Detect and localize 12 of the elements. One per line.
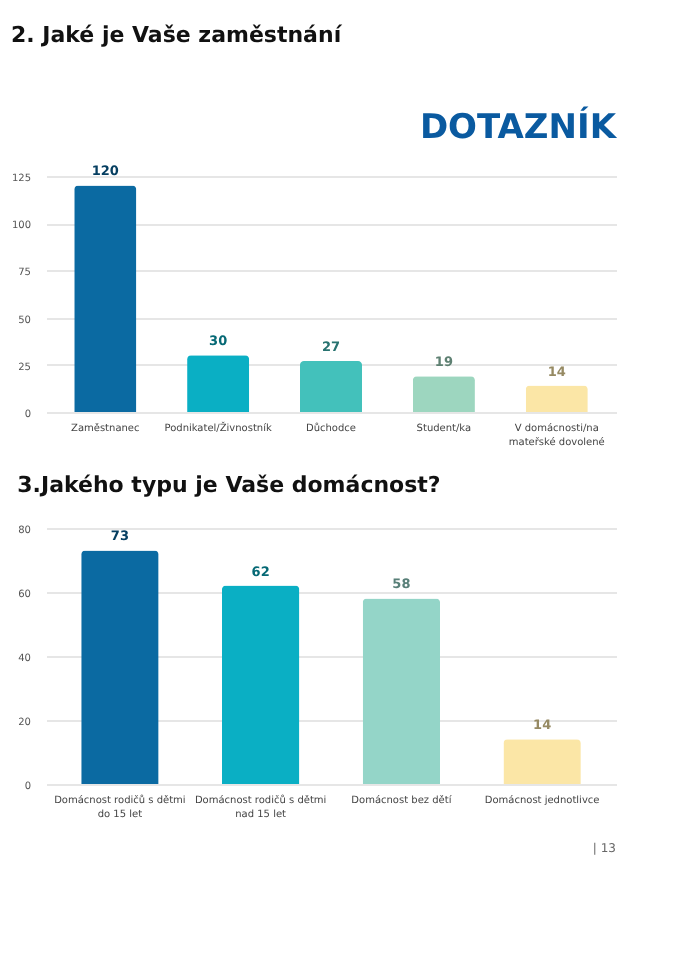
bar (525, 385, 588, 412)
text: DOTAZNÍK (419, 106, 618, 148)
bar (503, 739, 581, 784)
bar (221, 585, 300, 784)
bar (187, 355, 250, 412)
bar (81, 550, 159, 784)
chart-title: 2. Jaké je Vaše zaměstnání (10, 22, 344, 48)
bar (74, 185, 137, 412)
bar (412, 376, 475, 412)
bar (362, 598, 441, 784)
chart-title: 3.Jakého typu je Vaše domácnost? (17, 472, 441, 498)
bar (299, 361, 363, 412)
